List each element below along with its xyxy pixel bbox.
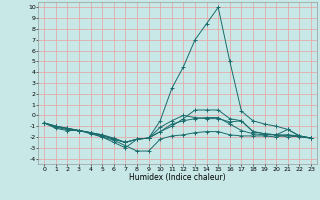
X-axis label: Humidex (Indice chaleur): Humidex (Indice chaleur)	[129, 173, 226, 182]
